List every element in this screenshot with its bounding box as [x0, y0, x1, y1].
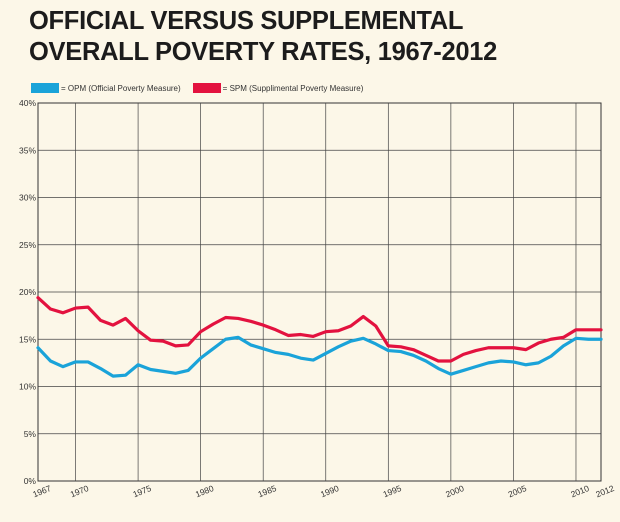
x-axis-ticks: 1967 1970 1975 1980 1985 1990 1995 2000 2005 2010…: [31, 483, 616, 499]
legend-item-opm: = OPM (Official Poverty Measure): [31, 83, 181, 93]
x-tick-label: 1970: [69, 483, 91, 499]
x-tick-label: 2012: [594, 483, 616, 499]
y-axis-ticks: 0% 5% 10% 15% 20% 25% 30% 35% 40%: [19, 98, 36, 486]
y-tick-label: 35%: [19, 145, 36, 155]
chart-grid: [37, 102, 602, 482]
legend-label-spm: = SPM (Supplimental Poverty Measure): [222, 83, 364, 93]
legend-label-opm: = OPM (Official Poverty Measure): [61, 83, 181, 93]
chart-title-line-2: OVERALL POVERTY RATES, 1967-2012: [29, 38, 497, 66]
x-tick-label: 1975: [131, 483, 153, 499]
y-tick-label: 25%: [19, 240, 36, 250]
legend: = OPM (Official Poverty Measure) = SPM (…: [31, 81, 375, 95]
series-lines: [36, 296, 603, 378]
chart-title-line-1: OFFICIAL VERSUS SUPPLEMENTAL: [29, 7, 464, 35]
y-tick-label: 30%: [19, 193, 36, 203]
series-line-spm: [36, 296, 603, 363]
y-tick-label: 20%: [19, 287, 36, 297]
y-tick-label: 0%: [24, 476, 37, 486]
series-line-opm: [36, 335, 603, 378]
x-tick-label: 1985: [256, 483, 278, 499]
legend-swatch-opm: [31, 83, 59, 93]
x-tick-label: 1980: [194, 483, 216, 499]
y-tick-label: 15%: [19, 334, 36, 344]
legend-swatch-spm: [192, 83, 221, 93]
x-tick-label: 1990: [319, 483, 341, 499]
y-tick-label: 10%: [19, 382, 36, 392]
y-tick-label: 40%: [19, 98, 36, 108]
x-tick-label: 2000: [444, 483, 466, 499]
x-tick-label: 1995: [382, 483, 404, 499]
x-tick-label: 2010: [569, 483, 591, 499]
y-tick-label: 5%: [24, 429, 37, 439]
x-tick-label: 2005: [507, 483, 529, 499]
chart-title: OFFICIAL VERSUS SUPPLEMENTAL OVERALL POV…: [29, 6, 609, 68]
legend-item-spm: = SPM (Supplimental Poverty Measure): [192, 83, 364, 93]
